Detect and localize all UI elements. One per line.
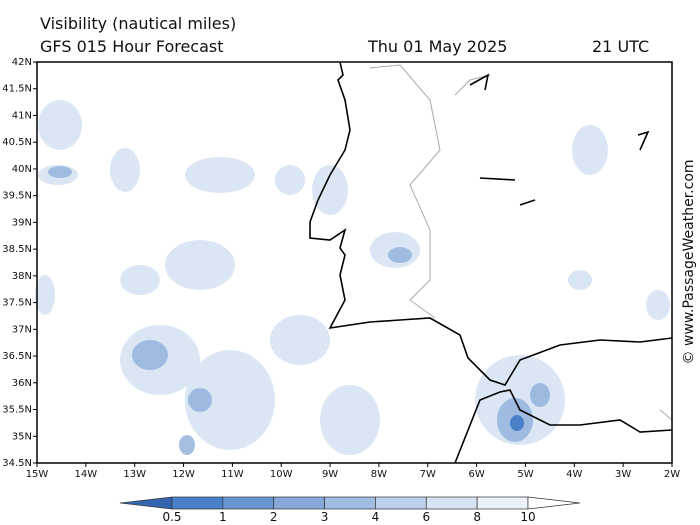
colorbar-label: 3 [321,510,329,524]
colorbar-label: 8 [473,510,481,524]
lat-label: 36N [12,378,32,389]
time: 21 UTC [592,37,649,56]
lon-label: 11W [221,469,244,480]
lat-label: 37.5N [2,298,32,309]
lon-label: 6W [468,469,484,480]
colorbar-segment [171,496,224,510]
lat-label: 41.5N [2,84,32,95]
lat-label: 37N [12,324,32,335]
lat-label: 39N [12,217,32,228]
lon-label: 5W [517,469,533,480]
lat-label: 41N [12,110,32,121]
title: Visibility (nautical miles) [40,14,236,33]
lon-label: 15W [26,469,49,480]
colorbar-segment [222,496,275,510]
colorbar-label: 0.5 [162,510,181,524]
lat-label: 34.5N [2,458,32,469]
colorbar-label: 4 [372,510,380,524]
lat-label: 38N [12,271,32,282]
lon-label: 3W [615,469,631,480]
colorbar-segment [425,496,478,510]
colorbar-segment [273,496,325,510]
coastlines [309,61,673,464]
colorbar-label: 2 [270,510,278,524]
lon-label: 4W [566,469,582,480]
lat-label: 40N [12,164,32,175]
lon-label: 8W [371,469,387,480]
lon-label: 7W [420,469,436,480]
lon-label: 13W [123,469,146,480]
colorbar-label: 1 [219,510,227,524]
fields-dark [48,166,550,455]
lat-label: 36.5N [2,351,32,362]
subtitle: GFS 015 Hour Forecast [40,37,224,56]
lat-label: 35N [12,431,32,442]
colorbar-segment [324,496,376,510]
watermark: © www.PassageWeather.com [681,159,697,364]
colorbar-low [119,496,173,510]
lat-label: 38.5N [2,244,32,255]
lon-label: 14W [75,469,98,480]
lat-label: 35.5N [2,405,32,416]
lon-label: 12W [172,469,195,480]
colorbar-segment [476,496,529,510]
date: Thu 01 May 2025 [367,37,507,56]
colorbar-high [527,496,581,510]
colorbar-label: 6 [422,510,430,524]
borders [369,64,673,421]
map-frame [36,61,673,464]
lon-label: 10W [270,469,293,480]
fields [35,100,670,455]
lon-label: 9W [322,469,338,480]
lat-label: 40.5N [2,137,32,148]
lat-label: 39.5N [2,191,32,202]
field-core [510,415,524,431]
colorbar-label: 10 [520,510,535,524]
lon-label: 2W [664,469,680,480]
lat-label: 42N [12,57,32,68]
colorbar-segment [375,496,427,510]
